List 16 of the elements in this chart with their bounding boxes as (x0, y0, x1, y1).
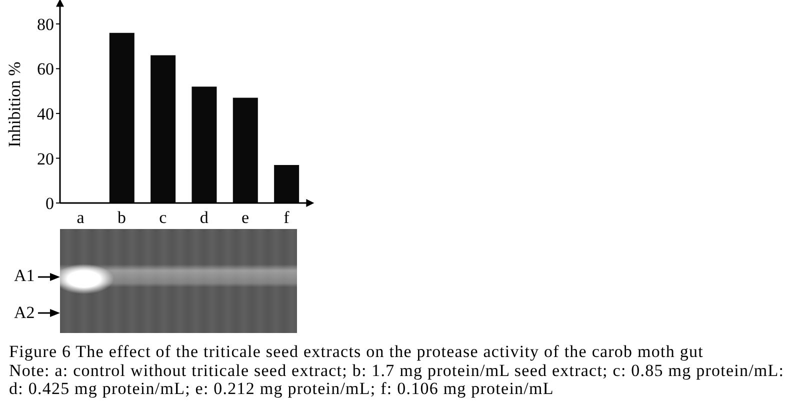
y-tick-label: 20 (37, 149, 54, 168)
x-tick-label: d (200, 208, 209, 228)
y-tick-label: 0 (46, 194, 54, 214)
x-tick-label: b (118, 208, 126, 228)
y-tick-label: 40 (37, 104, 54, 124)
x-tick-label: c (159, 208, 168, 228)
x-tick-label: a (76, 208, 85, 228)
y-tick-label: 80 (37, 14, 54, 34)
text: A2 (14, 303, 35, 322)
text: Note: a: control without triticale seed extract; b: 1.7 mg protein/mL seed extract; c: 0.85 mg protein/mL: d: 0.425 mg protein/mL; e: 0.212 mg protein/mL; f: 0.106 mg protein/mL (9, 360, 784, 398)
y-tick-label: 60 (37, 60, 54, 79)
x-tick-label: e (241, 208, 250, 228)
text: A1 (14, 266, 35, 285)
x-tick-label: f (284, 208, 290, 228)
text: Figure 6 The effect of the triticale seed extracts on the protease activity of the carob moth gut (9, 342, 704, 361)
y-axis-title: Inhibition % (5, 62, 24, 148)
